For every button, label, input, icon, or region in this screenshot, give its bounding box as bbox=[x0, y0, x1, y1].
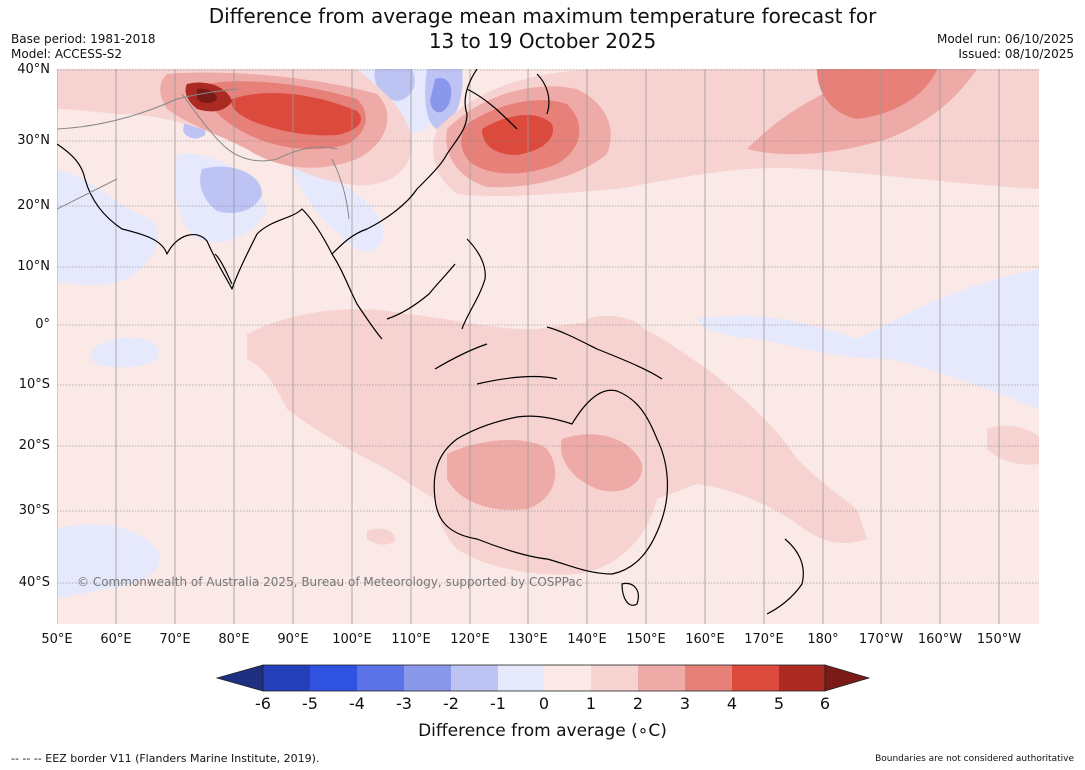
colorbar-tick: 1 bbox=[585, 694, 597, 713]
colorbar-bin bbox=[263, 665, 310, 691]
colorbar-tick: 0 bbox=[538, 694, 550, 713]
colorbar-bin bbox=[544, 665, 591, 691]
model-run: Model run: 06/10/2025 bbox=[936, 32, 1074, 46]
map-panel[interactable] bbox=[57, 69, 1039, 624]
cool-anomaly-regions bbox=[57, 69, 1039, 599]
eez-border-note: -- -- -- EEZ border V11 (Flanders Marine… bbox=[11, 752, 320, 765]
colorbar-tick: 4 bbox=[726, 694, 738, 713]
longitude-gridlines bbox=[57, 69, 1000, 624]
lon-label-100e: 100°E bbox=[332, 632, 372, 647]
colorbar-bin bbox=[732, 665, 779, 691]
lat-label-30s: 30°S bbox=[18, 503, 50, 518]
model-name: Model: ACCESS-S2 bbox=[11, 47, 123, 61]
colorbar-title: Difference from average (∘C) bbox=[418, 721, 667, 741]
warm-anomaly-very-strong bbox=[231, 92, 553, 155]
issued-date: Issued: 08/10/2025 bbox=[958, 47, 1074, 61]
colorbar-tick: 2 bbox=[632, 694, 644, 713]
lat-label-40s: 40°S bbox=[18, 575, 50, 590]
lat-label-20n: 20°N bbox=[17, 198, 50, 213]
lat-label-30n: 30°N bbox=[17, 133, 50, 148]
lon-label-140e: 140°E bbox=[567, 632, 607, 647]
colorbar-bin bbox=[404, 665, 451, 691]
lon-label-180: 180° bbox=[807, 632, 839, 647]
lon-label-90e: 90°E bbox=[277, 632, 309, 647]
lon-label-150w: 150°W bbox=[976, 632, 1022, 647]
lon-label-130e: 130°E bbox=[508, 632, 548, 647]
colorbar-tick: -2 bbox=[443, 694, 459, 713]
colorbar-bin bbox=[638, 665, 685, 691]
base-period: Base period: 1981-2018 bbox=[11, 32, 156, 46]
colorbar-tick: -5 bbox=[302, 694, 318, 713]
copyright-notice: © Commonwealth of Australia 2025, Bureau… bbox=[77, 575, 583, 589]
colorbar-outline bbox=[262, 664, 826, 692]
meta-right: Model run: 06/10/2025 Issued: 08/10/2025 bbox=[937, 32, 1074, 62]
colorbar-tick: 5 bbox=[773, 694, 785, 713]
title-line-2: 13 to 19 October 2025 bbox=[428, 29, 657, 53]
map-svg bbox=[57, 69, 1039, 624]
colorbar-arrow-low bbox=[215, 664, 264, 692]
colorbar-bin bbox=[779, 665, 825, 691]
lon-label-160w: 160°W bbox=[917, 632, 963, 647]
lon-label-80e: 80°E bbox=[218, 632, 250, 647]
colorbar-tick: 3 bbox=[679, 694, 691, 713]
lat-label-20s: 20°S bbox=[18, 438, 50, 453]
lon-label-160e: 160°E bbox=[685, 632, 725, 647]
colorbar-bin bbox=[498, 665, 544, 691]
map-title: Difference from average mean maximum tem… bbox=[0, 4, 1085, 54]
colorbar-arrow-high bbox=[824, 664, 871, 692]
colorbar-tick: -1 bbox=[490, 694, 506, 713]
coastlines bbox=[57, 69, 804, 615]
lon-label-170e: 170°E bbox=[744, 632, 784, 647]
colorbar-tick: -3 bbox=[396, 694, 412, 713]
lat-label-10n: 10°N bbox=[17, 259, 50, 274]
lon-label-110e: 110°E bbox=[391, 632, 431, 647]
colorbar-bin bbox=[685, 665, 732, 691]
meta-left: Base period: 1981-2018 Model: ACCESS-S2 bbox=[11, 32, 156, 62]
boundary-disclaimer: Boundaries are not considered authoritat… bbox=[875, 754, 1074, 764]
colorbar bbox=[215, 664, 871, 692]
title-line-1: Difference from average mean maximum tem… bbox=[208, 4, 877, 28]
lat-label-10s: 10°S bbox=[18, 377, 50, 392]
colorbar-tick: -4 bbox=[349, 694, 365, 713]
cool-anomaly-peak bbox=[430, 78, 452, 113]
lat-label-40n: 40°N bbox=[17, 62, 50, 77]
lon-label-60e: 60°E bbox=[100, 632, 132, 647]
colorbar-bin bbox=[310, 665, 357, 691]
lon-label-170w: 170°W bbox=[858, 632, 904, 647]
colorbar-tick: -6 bbox=[255, 694, 271, 713]
colorbar-bin bbox=[591, 665, 638, 691]
colorbar-tick: 6 bbox=[819, 694, 831, 713]
colorbar-bin bbox=[451, 665, 498, 691]
lon-label-150e: 150°E bbox=[626, 632, 666, 647]
lat-label-equator: 0° bbox=[35, 317, 50, 332]
lon-label-50e: 50°E bbox=[41, 632, 73, 647]
country-borders bbox=[57, 88, 350, 220]
colorbar-bin bbox=[357, 665, 404, 691]
lon-label-120e: 120°E bbox=[450, 632, 490, 647]
lon-label-70e: 70°E bbox=[159, 632, 191, 647]
